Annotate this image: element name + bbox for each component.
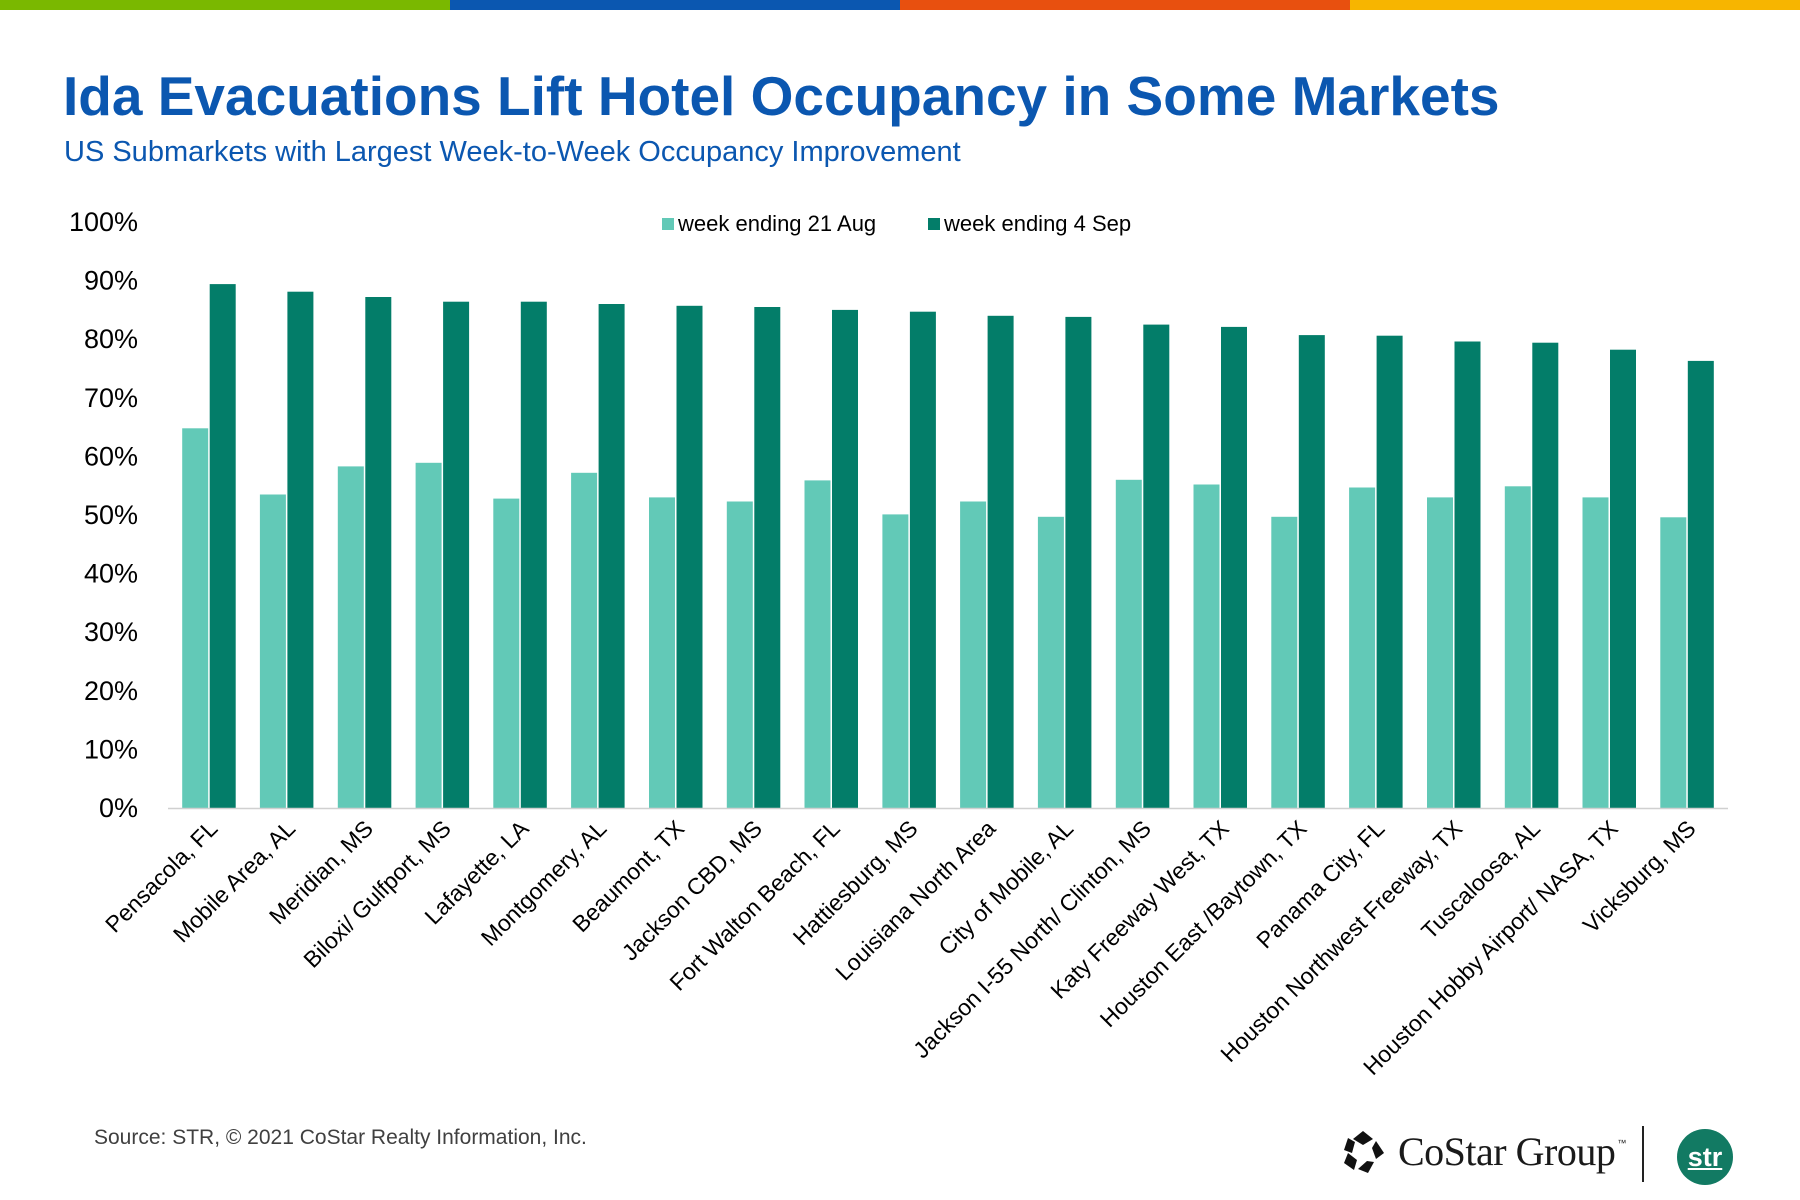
bar-week-4-sep [598,304,625,808]
bar-week-4-sep [1221,326,1247,808]
y-tick-label: 80% [84,324,138,354]
bar-week-21-aug [649,497,675,808]
bar-week-4-sep [365,297,392,808]
bar-week-4-sep [1376,335,1403,808]
y-tick-label: 0% [99,793,138,823]
source-note: Source: STR, © 2021 CoStar Realty Inform… [94,1126,587,1149]
bar-week-21-aug [882,514,909,808]
bar-week-21-aug [804,480,831,808]
legend-swatch [662,218,674,230]
bar-week-4-sep [754,307,781,808]
bar-week-21-aug [1582,497,1609,808]
bar-week-4-sep [287,291,314,808]
bar-week-21-aug [1115,479,1142,808]
bar-week-21-aug [415,462,442,808]
x-tick-label: City of Mobile, AL [933,815,1078,960]
y-tick-label: 50% [84,500,138,530]
bar-week-21-aug [1660,517,1687,808]
bar-week-4-sep [832,309,858,808]
bar-week-4-sep [1298,335,1325,808]
x-tick-label: Jackson CBD, MS [617,815,767,965]
y-tick-label: 60% [84,441,138,471]
bar-week-4-sep [1143,324,1170,808]
x-tick-label: Biloxi/ Gulfport, MS [298,815,456,973]
bar-week-4-sep [209,284,236,809]
bar-week-21-aug [337,466,364,808]
bar-week-4-sep [676,305,703,808]
costar-logo-text: CoStar Group ™ [1398,1129,1626,1174]
bar-week-21-aug [1193,484,1220,808]
y-tick-label: 90% [84,266,138,296]
y-tick-label: 10% [84,734,138,764]
bar-week-21-aug [726,501,753,808]
bar-week-21-aug [1504,486,1531,808]
costar-group-logo: CoStar Group ™ [1340,1128,1626,1175]
bar-week-4-sep [443,301,470,808]
bar-week-4-sep [1065,316,1092,808]
accent-orange [900,0,1350,10]
page-subtitle: US Submarkets with Largest Week-to-Week … [64,136,961,168]
y-axis: 0% 10% 20% 30% 40% 50% 60% 70% 80% 90% 100% [69,207,138,823]
costar-star-icon [1344,1130,1384,1173]
bar-week-4-sep [1687,360,1714,808]
bar-week-21-aug [1427,497,1453,808]
accent-color-bar [0,0,1800,10]
bar-week-4-sep [1532,342,1559,808]
legend-label: week ending 21 Aug [677,211,876,236]
bar-week-21-aug [182,428,209,808]
bar-week-21-aug [1271,516,1298,808]
bar-week-4-sep [987,315,1014,808]
accent-blue [450,0,900,10]
legend-swatch [928,218,940,230]
legend-label: week ending 4 Sep [943,211,1131,236]
bar-week-4-sep [909,311,936,808]
y-tick-label: 70% [84,383,138,413]
bar-week-4-sep [1610,349,1636,808]
bar-week-21-aug [571,472,598,808]
logo-divider [1642,1126,1644,1182]
bar-week-4-sep [1454,341,1481,808]
bar-week-21-aug [259,494,286,808]
bar-week-21-aug [960,501,987,808]
bar-week-21-aug [1037,516,1064,808]
y-tick-label: 40% [84,559,138,589]
bar-week-21-aug [1349,487,1376,808]
accent-green [0,0,450,10]
page-title: Ida Evacuations Lift Hotel Occupancy in … [63,65,1500,127]
accent-yellow [1350,0,1800,10]
legend: week ending 21 Aug week ending 4 Sep [662,211,1131,236]
y-tick-label: 30% [84,617,138,647]
bar-week-21-aug [493,498,520,808]
bars [182,284,1714,809]
y-tick-label: 20% [84,676,138,706]
str-logo: str [1677,1129,1733,1185]
bar-week-4-sep [520,301,547,808]
y-tick-label: 100% [69,207,138,237]
